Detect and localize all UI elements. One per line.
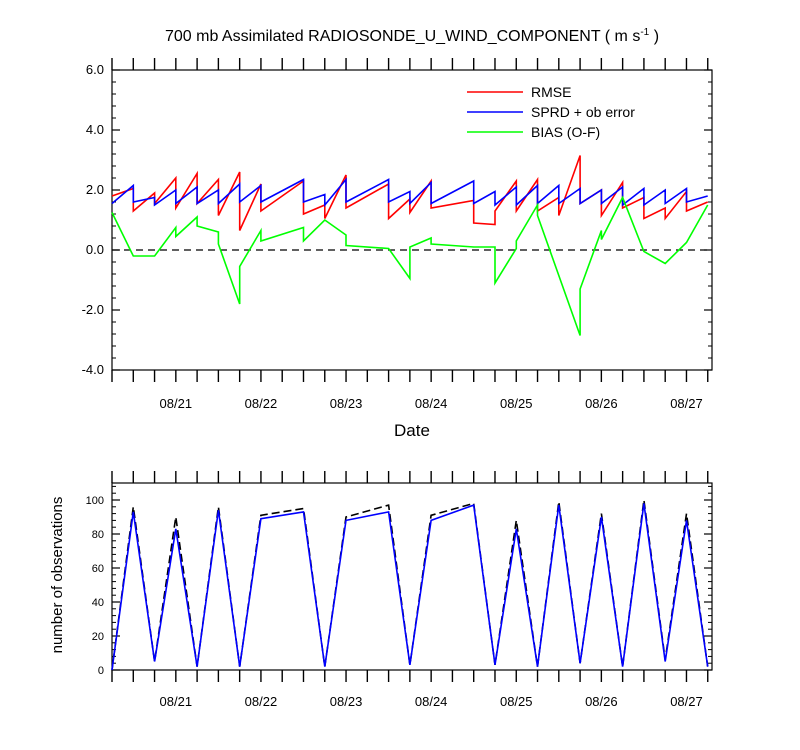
top-chart: -4.0 -2.0 0.0 2.0 4.0 6.0 08/21 08/22 08/23 08/24…	[82, 58, 713, 411]
top-series-rmse	[111, 155, 709, 231]
top-xtick-label: 08/22	[245, 396, 278, 411]
bottom-series-assimilated	[111, 503, 709, 671]
bottom-xtick-label: 08/27	[670, 694, 703, 709]
bottom-xtick-label: 08/22	[245, 694, 278, 709]
bottom-xtick-label: 08/25	[500, 694, 533, 709]
top-ytick-label: 0.0	[86, 242, 104, 257]
top-xtick-label: 08/27	[670, 396, 703, 411]
legend: RMSE SPRD + ob error BIAS (O-F)	[467, 84, 635, 140]
bottom-chart: 0 20 40 60 80 100 08/21 08/22 08/23 08/24 08/25 08/…	[86, 471, 713, 709]
top-xtick-label: 08/26	[585, 396, 618, 411]
bottom-chart-ylabel: number of observations	[49, 497, 66, 654]
top-xtick-label: 08/24	[415, 396, 448, 411]
legend-label-sprd: SPRD + ob error	[531, 104, 635, 120]
top-ytick-label: 2.0	[86, 182, 104, 197]
bottom-ytick-label: 80	[92, 529, 104, 541]
top-xtick-label: 08/25	[500, 396, 533, 411]
bottom-ytick-label: 20	[92, 631, 104, 643]
legend-label-rmse: RMSE	[531, 84, 571, 100]
bottom-ytick-label: 60	[92, 563, 104, 575]
legend-label-bias: BIAS (O-F)	[531, 124, 600, 140]
bottom-ytick-label: 100	[86, 495, 104, 507]
bottom-xtick-label: 08/24	[415, 694, 448, 709]
bottom-ytick-label: 40	[92, 597, 104, 609]
top-xtick-label: 08/23	[330, 396, 363, 411]
top-plot-frame	[111, 69, 713, 371]
bottom-xtick-label: 08/23	[330, 694, 363, 709]
top-ytick-label: 4.0	[86, 122, 104, 137]
top-chart-title: 700 mb Assimilated RADIOSONDE_U_WIND_COM…	[165, 27, 659, 45]
top-series-sprd-ob-error	[111, 177, 708, 208]
bottom-xtick-label: 08/21	[160, 694, 193, 709]
top-series-bias-o-f	[111, 195, 709, 336]
bottom-plot-frame	[111, 482, 713, 671]
top-ytick-label: -2.0	[82, 302, 104, 317]
bottom-ytick-label: 0	[98, 665, 104, 677]
top-ytick-label: -4.0	[82, 362, 104, 377]
bottom-series-possible	[111, 499, 709, 671]
top-chart-xlabel: Date	[394, 421, 430, 440]
top-ytick-label: 6.0	[86, 62, 104, 77]
top-xtick-label: 08/21	[160, 396, 193, 411]
bottom-xtick-label: 08/26	[585, 694, 618, 709]
